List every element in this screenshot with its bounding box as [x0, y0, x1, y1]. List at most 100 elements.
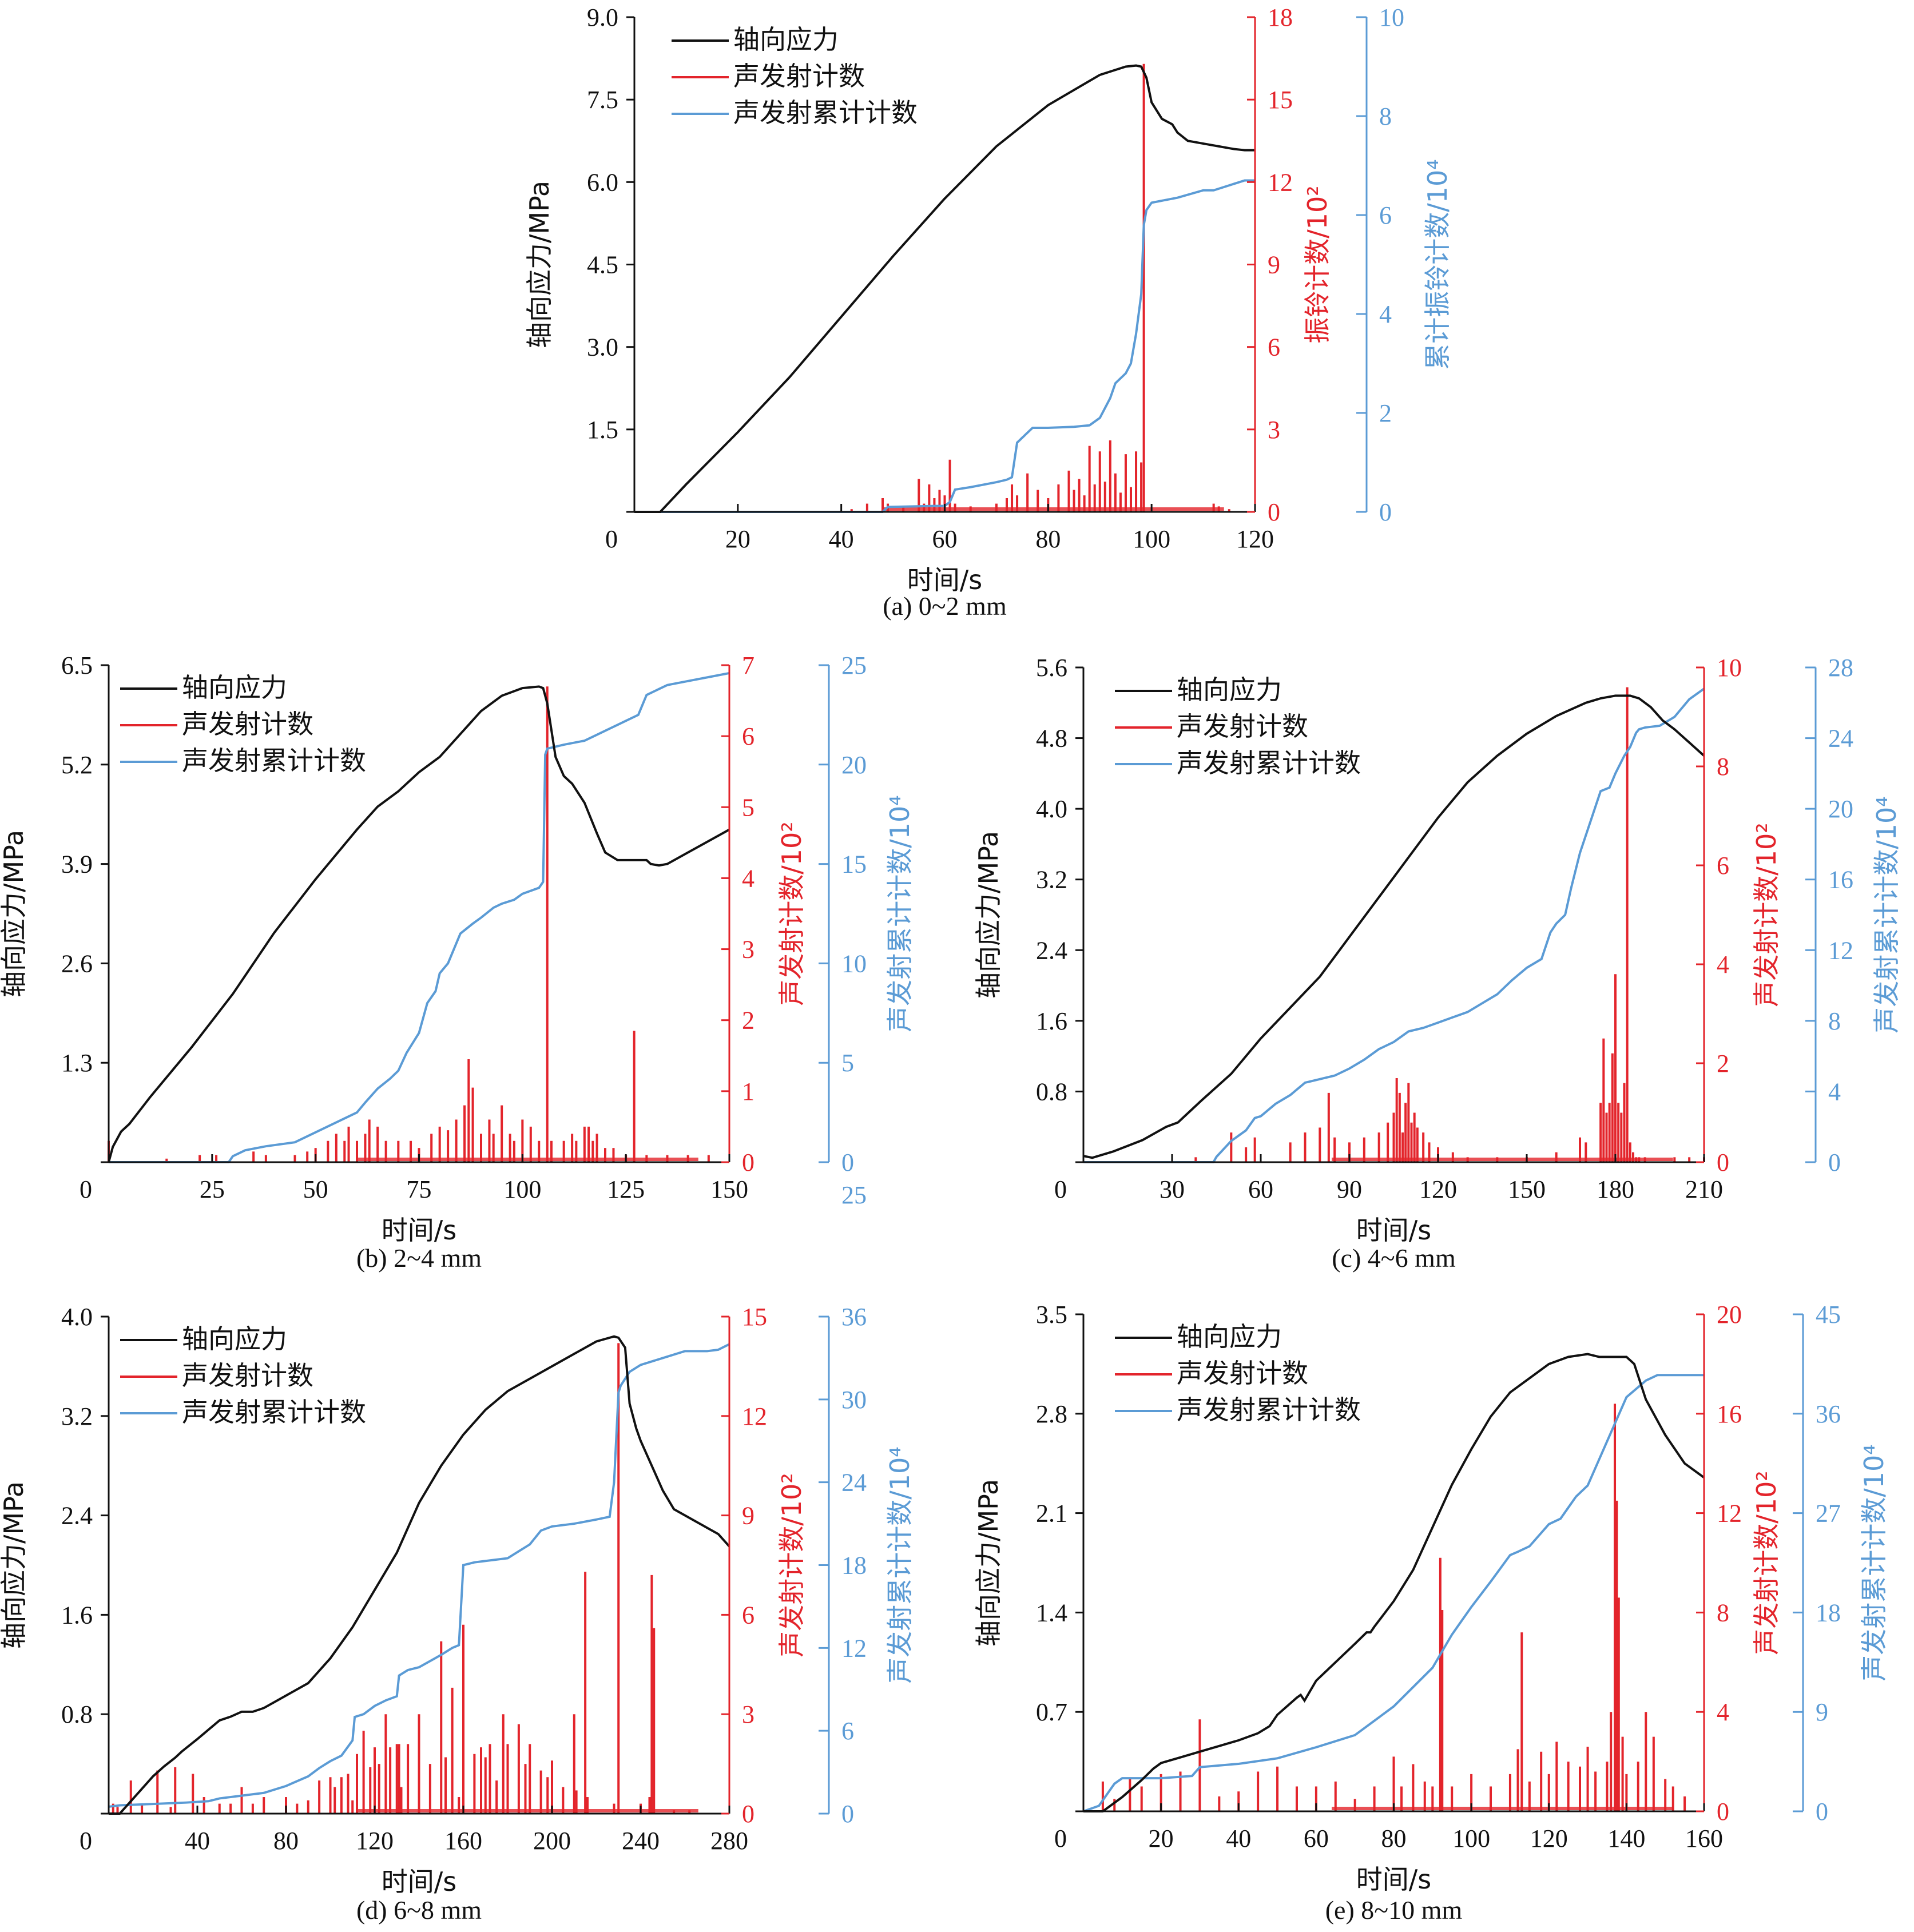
- left-tick-label: 1.4: [1036, 1599, 1067, 1627]
- red-tick-label: 8: [1717, 1599, 1729, 1627]
- red-tick-label: 9: [1268, 251, 1280, 279]
- panel-caption: (d) 6~8 mm: [356, 1895, 482, 1925]
- legend-label: 轴向应力: [182, 672, 287, 703]
- red-tick-label: 3: [742, 936, 755, 964]
- legend-label: 声发射累计计数: [182, 1397, 366, 1428]
- left-tick-label: 6.5: [61, 651, 93, 679]
- x-tick-label: 100: [1133, 525, 1170, 553]
- red-tick-label: 0: [742, 1148, 755, 1176]
- blue-axis-title: 声发射累计计数/10⁴: [1871, 796, 1902, 1033]
- x-tick-label: 100: [1452, 1824, 1490, 1853]
- red-tick-label: 5: [742, 793, 755, 821]
- legend-label: 声发射计数: [182, 709, 313, 740]
- blue-tick-label: 24: [841, 1469, 867, 1497]
- ae-count-bars: [850, 63, 1230, 512]
- red-tick-label: 3: [742, 1700, 755, 1728]
- ae-count-noise: [1332, 1807, 1673, 1810]
- ae-cumulative-line: [634, 179, 1255, 513]
- x-tick-label: 200: [533, 1827, 571, 1855]
- red-axis-title: 声发射计数/10²: [1751, 1470, 1782, 1655]
- panel-a: 0 20 40 60 80 100 1201.53.04.56.07.59.00369121…: [524, 3, 1453, 621]
- blue-tick-label: 45: [1816, 1301, 1841, 1329]
- ae-count-noise: [1332, 1158, 1673, 1161]
- blue-axis-title: 声发射累计计数/10⁴: [1859, 1444, 1889, 1681]
- left-tick-label: 7.5: [587, 86, 618, 114]
- x-tick-label: 90: [1337, 1175, 1362, 1203]
- x-tick-label: 25: [200, 1175, 225, 1203]
- blue-tick-label: 9: [1816, 1698, 1828, 1726]
- x-axis-title: 时间/s: [907, 565, 982, 595]
- red-tick-label: 0: [1717, 1798, 1729, 1826]
- ae-cumulative-line: [109, 671, 730, 1163]
- red-tick-label: 4: [1717, 951, 1729, 979]
- panel-e: 0 20 40 60 80 100 120 140 1600.71.42.12.83.50481…: [973, 1301, 1889, 1925]
- x-tick-label: 40: [829, 525, 854, 553]
- blue-tick-label: 24: [1828, 725, 1853, 753]
- x-tick-label: 80: [1381, 1824, 1407, 1853]
- legend-label: 轴向应力: [1177, 1321, 1282, 1352]
- x-tick-label: 210: [1685, 1175, 1723, 1203]
- red-tick-label: 15: [742, 1303, 767, 1331]
- red-tick-label: 2: [1717, 1050, 1729, 1078]
- stress-line: [108, 685, 730, 1163]
- legend-label: 声发射计数: [733, 61, 865, 92]
- red-tick-label: 20: [1717, 1301, 1742, 1329]
- x-tick-label: 120: [1236, 525, 1274, 553]
- ae-cumulative-line: [1083, 1374, 1704, 1812]
- panel-caption: (a) 0~2 mm: [883, 591, 1007, 621]
- x-tick-label: 50: [303, 1175, 328, 1203]
- x-tick-label: 160: [444, 1827, 482, 1855]
- x-tick-label: 75: [407, 1175, 432, 1203]
- x-tick-label: 140: [1607, 1824, 1645, 1853]
- blue-tick-label: 25: [841, 651, 867, 679]
- red-tick-label: 18: [1268, 3, 1293, 31]
- left-tick-label: 2.6: [61, 949, 93, 977]
- x-tick-label: 150: [1508, 1175, 1546, 1203]
- left-tick-label: 3.5: [1036, 1301, 1067, 1329]
- left-tick-label: 3.9: [61, 850, 93, 878]
- x-tick-label: 20: [725, 525, 750, 553]
- red-tick-label: 1: [742, 1078, 755, 1106]
- stress-line: [1083, 1353, 1705, 1812]
- stress-line: [634, 64, 1255, 513]
- blue-tick-label: 6: [1379, 201, 1392, 229]
- left-tick-label: 1.6: [1036, 1007, 1067, 1035]
- legend-label: 声发射计数: [1177, 1358, 1308, 1389]
- left-tick-label: 2.4: [61, 1502, 93, 1530]
- blue-tick-label: 4: [1379, 300, 1392, 328]
- blue-tick-label: 36: [1816, 1400, 1841, 1428]
- red-tick-label: 12: [1268, 168, 1293, 196]
- legend-label: 声发射累计计数: [733, 97, 918, 128]
- red-tick-label: 0: [1268, 498, 1280, 526]
- ae-count-noise: [883, 507, 1224, 511]
- ae-count-noise: [357, 1158, 698, 1161]
- left-tick-label: 0.8: [1036, 1078, 1067, 1106]
- red-tick-label: 15: [1268, 86, 1293, 114]
- left-tick-label: 2.4: [1036, 936, 1067, 964]
- x-tick-label: 20: [1149, 1824, 1174, 1853]
- x-tick-label: 80: [1035, 525, 1061, 553]
- blue-tick-label: 18: [1816, 1599, 1841, 1627]
- left-tick-label: 5.6: [1036, 654, 1067, 682]
- left-axis-title: 轴向应力/MPa: [0, 1481, 29, 1649]
- red-tick-label: 3: [1268, 416, 1280, 444]
- x-tick-label: 180: [1597, 1175, 1634, 1203]
- blue-tick-label: 20: [1828, 795, 1853, 823]
- panel-b: 0 25 50 75 100 125 150 1.3 2.6 3.9 5.2 6.5 0 1 2 3 4 5 6 7 0…: [0, 651, 915, 1273]
- x-tick-label: 0: [1054, 1824, 1067, 1853]
- x-tick-label: 40: [185, 1827, 210, 1855]
- red-tick-label: 10: [1717, 654, 1742, 682]
- left-tick-label: 3.0: [587, 333, 618, 361]
- legend-label: 声发射计数: [182, 1360, 313, 1391]
- blue-tick-label: 18: [841, 1552, 867, 1580]
- red-axis-title: 声发射计数/10²: [1751, 822, 1782, 1007]
- legend-label: 声发射计数: [1177, 711, 1308, 742]
- blue-tick-label: 10: [1379, 3, 1404, 31]
- x-tick-label: 80: [273, 1827, 299, 1855]
- ae-cumulative-line: [1083, 687, 1705, 1163]
- blue-tick-label: 27: [1816, 1500, 1841, 1528]
- x-tick-label: 120: [1530, 1824, 1568, 1853]
